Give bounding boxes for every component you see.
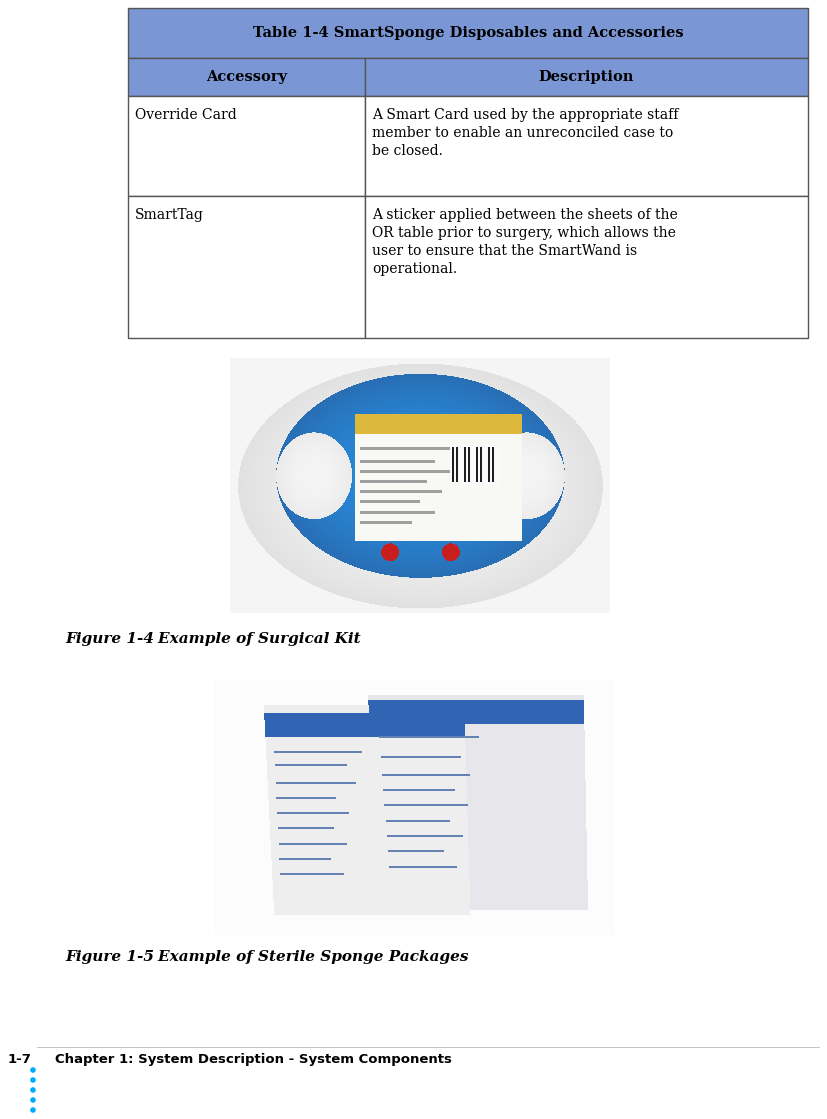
Text: A Smart Card used by the appropriate staff: A Smart Card used by the appropriate sta… xyxy=(372,109,678,122)
Circle shape xyxy=(31,1078,36,1083)
Text: member to enable an unreconciled case to: member to enable an unreconciled case to xyxy=(372,126,673,140)
Text: Example of Surgical Kit: Example of Surgical Kit xyxy=(137,632,361,646)
Text: A sticker applied between the sheets of the: A sticker applied between the sheets of … xyxy=(372,208,678,222)
Text: Table 1-4 SmartSponge Disposables and Accessories: Table 1-4 SmartSponge Disposables and Ac… xyxy=(253,26,683,40)
Circle shape xyxy=(31,1068,36,1073)
Bar xyxy=(128,58,365,96)
Circle shape xyxy=(31,1098,36,1103)
Text: Example of Sterile Sponge Packages: Example of Sterile Sponge Packages xyxy=(137,950,469,963)
Text: Accessory: Accessory xyxy=(206,70,287,84)
Text: Figure 1-5: Figure 1-5 xyxy=(65,950,154,963)
Text: SmartTag: SmartTag xyxy=(135,208,204,222)
Circle shape xyxy=(31,1088,36,1093)
Text: Chapter 1: System Description - System Components: Chapter 1: System Description - System C… xyxy=(55,1053,452,1066)
Text: Description: Description xyxy=(539,70,634,84)
Text: 1-7: 1-7 xyxy=(8,1053,32,1066)
Text: Figure 1-4: Figure 1-4 xyxy=(65,632,154,646)
Bar xyxy=(365,196,808,338)
Bar xyxy=(365,58,808,96)
Bar xyxy=(365,96,808,196)
Text: user to ensure that the SmartWand is: user to ensure that the SmartWand is xyxy=(372,244,637,258)
Circle shape xyxy=(31,1107,36,1112)
Text: be closed.: be closed. xyxy=(372,144,443,158)
Bar xyxy=(128,96,365,196)
Bar xyxy=(128,8,808,58)
Text: OR table prior to surgery, which allows the: OR table prior to surgery, which allows … xyxy=(372,226,676,239)
Text: Override Card: Override Card xyxy=(135,109,237,122)
Bar xyxy=(128,196,365,338)
Text: operational.: operational. xyxy=(372,262,457,276)
